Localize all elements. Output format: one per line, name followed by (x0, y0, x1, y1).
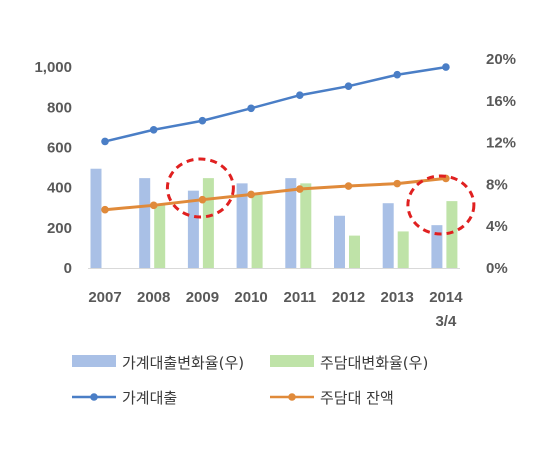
right-axis-tick: 16% (486, 93, 516, 110)
x-axis-tick: 2008 (137, 289, 170, 306)
legend-label: 주담대변화율(우) (320, 354, 428, 372)
point-household-loan (198, 116, 207, 125)
bar-household-loan-change (139, 178, 151, 268)
x-axis-tick: 2007 (88, 289, 121, 306)
bar-household-loan-change (90, 168, 102, 268)
x-axis-tick: 2009 (186, 289, 219, 306)
highlight-circle (165, 157, 235, 219)
legend-label: 가계대출 (122, 389, 177, 407)
bar-household-loan-change (431, 225, 443, 268)
right-axis-tick: 12% (486, 135, 516, 152)
legend-marker (288, 393, 296, 401)
legend-swatch (270, 355, 314, 367)
bar-mortgage-change (202, 178, 214, 268)
point-household-loan (442, 63, 450, 71)
legend: 가계대출변화율(우) 주담대변화율(우) 가계대출 주담대 잔액 (72, 354, 428, 407)
highlight-circle (406, 174, 476, 236)
left-axis-tick: 200 (47, 220, 72, 237)
bar-mortgage-change (300, 183, 312, 268)
bar-household-loan-change (334, 215, 345, 268)
point-mortgage-balance (296, 185, 304, 193)
bar-mortgage-change (446, 201, 458, 268)
legend-label: 주담대 잔액 (320, 389, 394, 407)
point-household-loan (344, 82, 353, 90)
x-axis-tick: 2013 (381, 289, 414, 306)
point-household-loan (149, 125, 158, 134)
point-mortgage-balance (393, 179, 402, 188)
bar-household-loan-change (285, 178, 297, 268)
bar-household-loan-change (236, 183, 248, 268)
bar-household-loan-change (187, 190, 199, 268)
left-axis-tick: 0 (64, 260, 72, 277)
x-axis-tick: 2014 (429, 289, 463, 306)
point-mortgage-balance (198, 195, 207, 204)
point-mortgage-balance (101, 205, 109, 214)
right-axis-tick: 20% (486, 51, 516, 68)
x-axis-tick: 2011 (284, 289, 317, 306)
bar-mortgage-change (154, 205, 166, 268)
bar-mortgage-change (349, 235, 360, 268)
point-household-loan (296, 91, 304, 100)
right-axis-tick: 4% (486, 218, 508, 235)
bar-mortgage-change (251, 194, 263, 268)
legend-swatch (72, 355, 116, 367)
bar-mortgage-change (397, 231, 409, 268)
right-axis-tick: 8% (486, 176, 508, 193)
point-household-loan (393, 70, 402, 79)
x-axis-tick: 2010 (234, 289, 267, 306)
left-axis-tick: 600 (47, 139, 72, 156)
plot-area: 0 200 400 600 800 1,000 0% 4% 8% 12% 16% 20% 2007 200… (34, 51, 516, 330)
point-mortgage-balance (247, 190, 255, 199)
point-mortgage-balance (344, 182, 353, 190)
line-household-loan (104, 65, 447, 143)
point-household-loan (247, 104, 255, 113)
left-axis-tick: 800 (47, 99, 72, 116)
bar-household-loan-change (382, 203, 394, 268)
point-household-loan (101, 137, 109, 146)
x-axis-tick: 2012 (332, 289, 365, 306)
legend-marker (90, 393, 98, 401)
line-mortgage-balance (104, 176, 447, 212)
right-axis-tick: 0% (486, 260, 508, 277)
x-axis-sublabel: 3/4 (435, 313, 457, 330)
legend-label: 가계대출변화율(우) (122, 354, 244, 372)
left-axis-tick: 400 (47, 180, 72, 197)
point-mortgage-balance (149, 201, 158, 210)
left-axis-tick: 1,000 (34, 59, 72, 76)
